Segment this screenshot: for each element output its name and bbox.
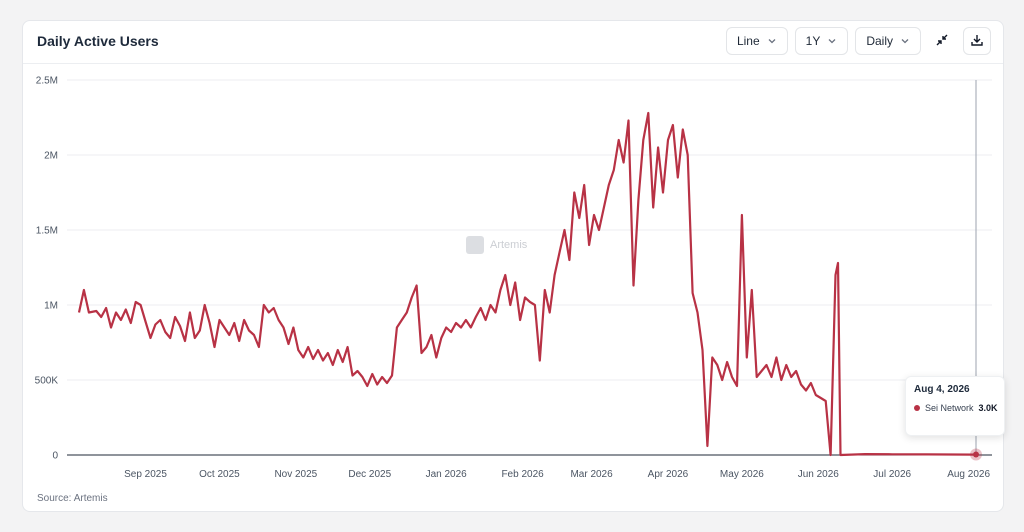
y-tick-label: 500K [35,376,59,387]
download-button[interactable] [963,27,991,55]
artemis-logo-icon [466,236,484,254]
y-tick-label: 0 [52,451,58,462]
tooltip-row: Sei Network 3.0K [914,403,998,413]
x-tick-label: Jun 2026 [798,469,840,480]
x-tick-label: Jul 2026 [873,469,911,480]
x-tick-label: Dec 2025 [348,469,391,480]
header-divider [23,63,1003,64]
chevron-down-icon [827,36,837,46]
x-tick-label: Apr 2026 [648,469,689,480]
x-tick-label: May 2026 [720,469,764,480]
x-tick-label: Sep 2025 [124,469,167,480]
x-tick-label: Oct 2025 [199,469,240,480]
chart-card: Daily Active Users Line 1Y Daily [22,20,1004,512]
x-tick-label: Jan 2026 [426,469,468,480]
watermark-label: Artemis [490,239,528,251]
collapse-arrows-icon [935,33,949,50]
download-icon [970,33,984,50]
chevron-down-icon [900,36,910,46]
granularity-select[interactable]: Daily [855,27,921,55]
x-tick-label: Mar 2026 [570,469,613,480]
tooltip-value: 3.0K [978,403,998,413]
range-select[interactable]: 1Y [794,27,849,55]
card-title: Daily Active Users [37,33,159,49]
range-label: 1Y [805,34,821,48]
granularity-label: Daily [866,34,893,48]
y-tick-label: 1M [44,301,58,312]
y-tick-label: 2M [44,151,58,162]
x-tick-label: Aug 2026 [947,469,990,480]
tooltip-date: Aug 4, 2026 [914,384,970,395]
y-tick-label: 1.5M [36,226,58,237]
tooltip-series-name: Sei Network [925,403,974,413]
source-note: Source: Artemis [37,493,108,504]
hover-point [973,451,979,458]
chart-type-select[interactable]: Line [725,27,788,55]
watermark: Artemis [466,236,527,254]
x-tick-label: Feb 2026 [501,469,544,480]
y-tick-label: 2.5M [36,76,58,87]
chart-type-label: Line [736,34,760,48]
series-line-sei-network [77,111,977,457]
collapse-button[interactable] [928,27,956,55]
series-color-dot [914,405,920,411]
chart-tooltip: Aug 4, 2026 Sei Network 3.0K [905,376,1005,436]
chevron-down-icon [767,36,777,46]
x-tick-label: Nov 2025 [274,469,317,480]
chart-controls: Line 1Y Daily [725,27,991,55]
